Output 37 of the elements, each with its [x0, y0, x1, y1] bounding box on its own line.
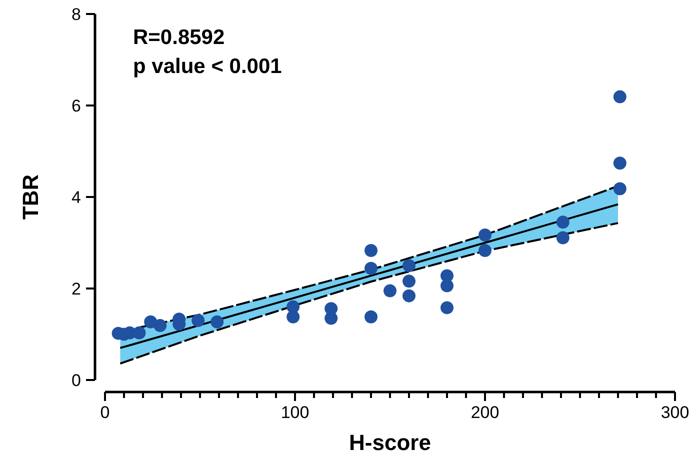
point — [364, 310, 378, 324]
x-tick-label: 0 — [100, 403, 110, 422]
point — [192, 314, 205, 328]
point — [364, 262, 378, 275]
annotation: p value < 0.001 — [133, 55, 282, 78]
x-axis-title: H-score — [349, 430, 431, 455]
point — [613, 156, 626, 170]
point — [556, 216, 570, 229]
y-axis-title: TBR — [18, 174, 43, 220]
x-tick-label: 100 — [280, 403, 310, 422]
y-tick-label: 4 — [72, 188, 81, 207]
y-tick-label: 8 — [72, 5, 81, 24]
point — [364, 244, 378, 258]
point — [402, 274, 416, 288]
y-tick-label: 6 — [72, 96, 81, 116]
point — [402, 289, 416, 302]
point — [384, 284, 396, 298]
x-tick-label: 200 — [470, 403, 500, 422]
point — [440, 279, 454, 292]
point — [286, 310, 300, 324]
point — [132, 326, 146, 340]
line-series — [119, 222, 619, 365]
point — [324, 312, 338, 325]
x-tick-label: 300 — [660, 403, 690, 422]
point — [556, 231, 570, 244]
point — [478, 244, 492, 258]
y-tick-label: 2 — [72, 280, 81, 298]
point — [154, 319, 167, 332]
y-tick-label: 0 — [72, 371, 81, 390]
point — [613, 182, 626, 196]
point — [210, 315, 224, 328]
annotation: R=0.8592 — [133, 26, 225, 49]
point — [402, 259, 416, 272]
point — [478, 228, 492, 242]
point — [613, 90, 626, 104]
line-series — [119, 203, 619, 349]
point — [440, 301, 454, 314]
